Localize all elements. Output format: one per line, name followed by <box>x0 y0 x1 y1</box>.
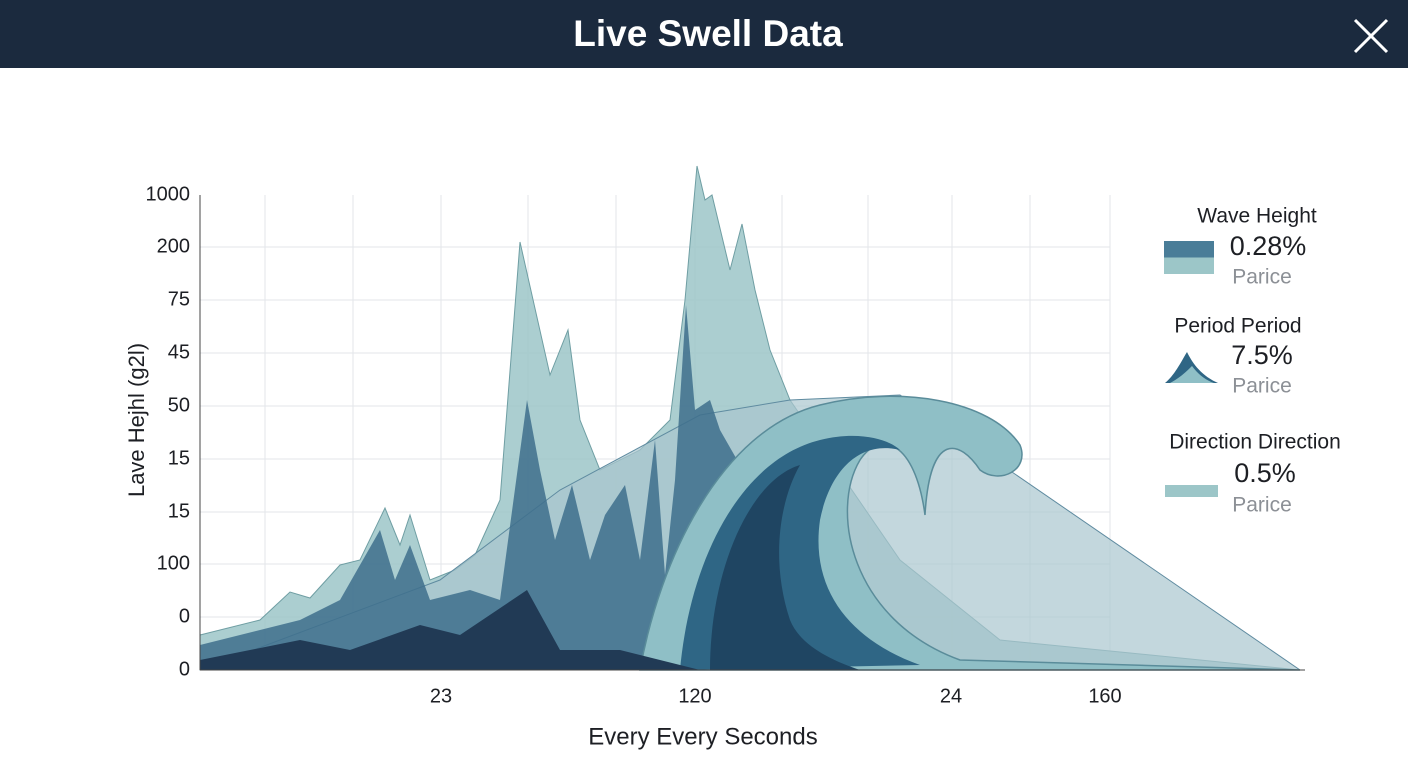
y-label: 45 <box>168 341 190 363</box>
legend-swatch-detail <box>1170 366 1214 383</box>
legend-title: Period Period <box>1174 315 1301 338</box>
legend-title: Direction Direction <box>1169 431 1341 454</box>
x-label: 24 <box>940 685 962 707</box>
legend-value: 0.28% <box>1230 231 1307 261</box>
y-label: 15 <box>168 447 190 469</box>
y-label: 15 <box>168 500 190 522</box>
x-label: 120 <box>678 685 711 707</box>
y-label: 0 <box>179 605 190 627</box>
y-axis-title: Lave Hejhl (g2l) <box>124 343 149 497</box>
y-label: 100 <box>157 552 190 574</box>
legend-title: Wave Height <box>1197 205 1317 228</box>
legend-caption: Parice <box>1232 375 1292 398</box>
legend-caption: Parice <box>1232 494 1292 517</box>
legend-caption: Parice <box>1232 266 1292 289</box>
y-label: 200 <box>157 235 190 257</box>
x-label: 160 <box>1088 685 1121 707</box>
legend-swatch <box>1164 241 1214 274</box>
y-label: 75 <box>168 288 190 310</box>
legend-swatch <box>1165 485 1218 497</box>
dialog-title: Live Swell Data <box>573 13 843 54</box>
close-button[interactable] <box>1348 14 1392 58</box>
swell-illustration <box>199 165 1302 671</box>
x-axis-title: Every Every Seconds <box>588 723 817 750</box>
x-label: 23 <box>430 685 452 707</box>
legend-value: 0.5% <box>1234 458 1296 488</box>
y-label: 50 <box>168 394 190 416</box>
legend: Wave Height 0.28% Parice Period Period 7… <box>1164 205 1341 517</box>
y-label: 1000 <box>146 183 191 205</box>
legend-value: 7.5% <box>1231 340 1293 370</box>
header-bar <box>0 0 1408 68</box>
y-label: 0 <box>179 658 190 680</box>
